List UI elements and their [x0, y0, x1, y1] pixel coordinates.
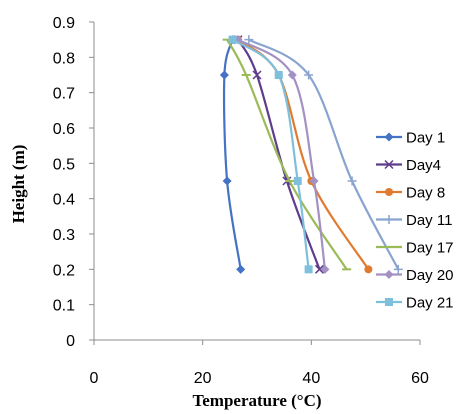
legend-item: Day 1 — [376, 130, 445, 147]
data-point — [309, 176, 319, 186]
series-line — [237, 38, 327, 270]
series-group — [219, 35, 403, 274]
y-tick-label: 0.6 — [53, 121, 75, 138]
data-point — [287, 70, 297, 80]
legend-label: Day 11 — [406, 212, 452, 229]
data-point — [347, 176, 357, 186]
legend-swatch-marker — [384, 132, 394, 142]
y-tick-group: 0 0.1 0.2 0.3 0.4 0.5 0.6 0.7 0.8 0.9 — [53, 15, 94, 350]
legend-label: Day 8 — [406, 185, 445, 202]
x-tick-label: 40 — [302, 370, 320, 387]
series-line — [248, 38, 400, 270]
legend-swatch-marker — [384, 215, 394, 224]
series-line — [226, 39, 348, 270]
data-point — [364, 265, 373, 274]
y-tick-label: 0.9 — [53, 15, 75, 32]
legend-swatch-marker — [384, 159, 394, 170]
legend-item: Day4 — [376, 157, 441, 174]
legend-item: Day 11 — [376, 212, 452, 229]
y-tick-label: 0.4 — [53, 192, 75, 209]
y-tick-label: 0.2 — [53, 262, 75, 279]
x-axis-label: Temperature (°C) — [192, 391, 321, 410]
legend-swatch-marker — [384, 270, 394, 279]
legend-label: Day 21 — [406, 295, 454, 312]
data-point — [219, 70, 229, 80]
legend-item: Day 17 — [376, 240, 454, 257]
y-tick-label: 0 — [66, 333, 75, 350]
data-point — [228, 35, 237, 44]
data-point — [236, 264, 246, 274]
x-tick-label: 20 — [194, 370, 212, 387]
y-axis-label: Height (m) — [9, 145, 28, 224]
series-4 — [222, 38, 352, 271]
legend-label: Day4 — [406, 157, 441, 174]
x-tick-label: 0 — [90, 370, 99, 387]
axes — [93, 22, 420, 341]
legend-swatch-marker — [385, 298, 393, 306]
data-point — [320, 264, 330, 274]
x-tick-group: 0 20 40 60 — [90, 340, 429, 387]
series-line — [222, 39, 242, 270]
y-tick-label: 0.1 — [53, 298, 75, 315]
data-point — [304, 265, 313, 274]
legend: Day 1 Day4 Day 8 Day 11 Day 17 Day 20 Day 21 — [376, 130, 454, 312]
legend-label: Day 17 — [406, 240, 454, 257]
series-0 — [219, 35, 246, 274]
y-tick-label: 0.7 — [53, 86, 75, 103]
series-6 — [228, 35, 313, 274]
legend-item: Day 21 — [376, 295, 454, 312]
data-point — [252, 70, 262, 80]
data-point — [244, 35, 254, 45]
legend-label: Day 1 — [406, 130, 445, 147]
y-tick-label: 0.5 — [53, 156, 75, 173]
y-tick-label: 0.8 — [53, 50, 75, 67]
data-point — [304, 70, 314, 80]
series-5 — [233, 35, 330, 274]
series-line — [231, 38, 310, 270]
data-point — [293, 177, 302, 185]
data-point — [314, 264, 325, 274]
legend-item: Day 8 — [376, 185, 445, 202]
series-line — [237, 39, 321, 270]
legend-item: Day 20 — [376, 267, 454, 284]
series-3 — [244, 35, 403, 274]
legend-label: Day 20 — [406, 267, 454, 284]
y-tick-label: 0.3 — [53, 227, 75, 244]
legend-swatch-marker — [385, 188, 393, 196]
data-point — [222, 176, 232, 186]
data-point — [393, 264, 403, 274]
x-tick-label: 60 — [411, 370, 429, 387]
data-point — [274, 71, 283, 79]
